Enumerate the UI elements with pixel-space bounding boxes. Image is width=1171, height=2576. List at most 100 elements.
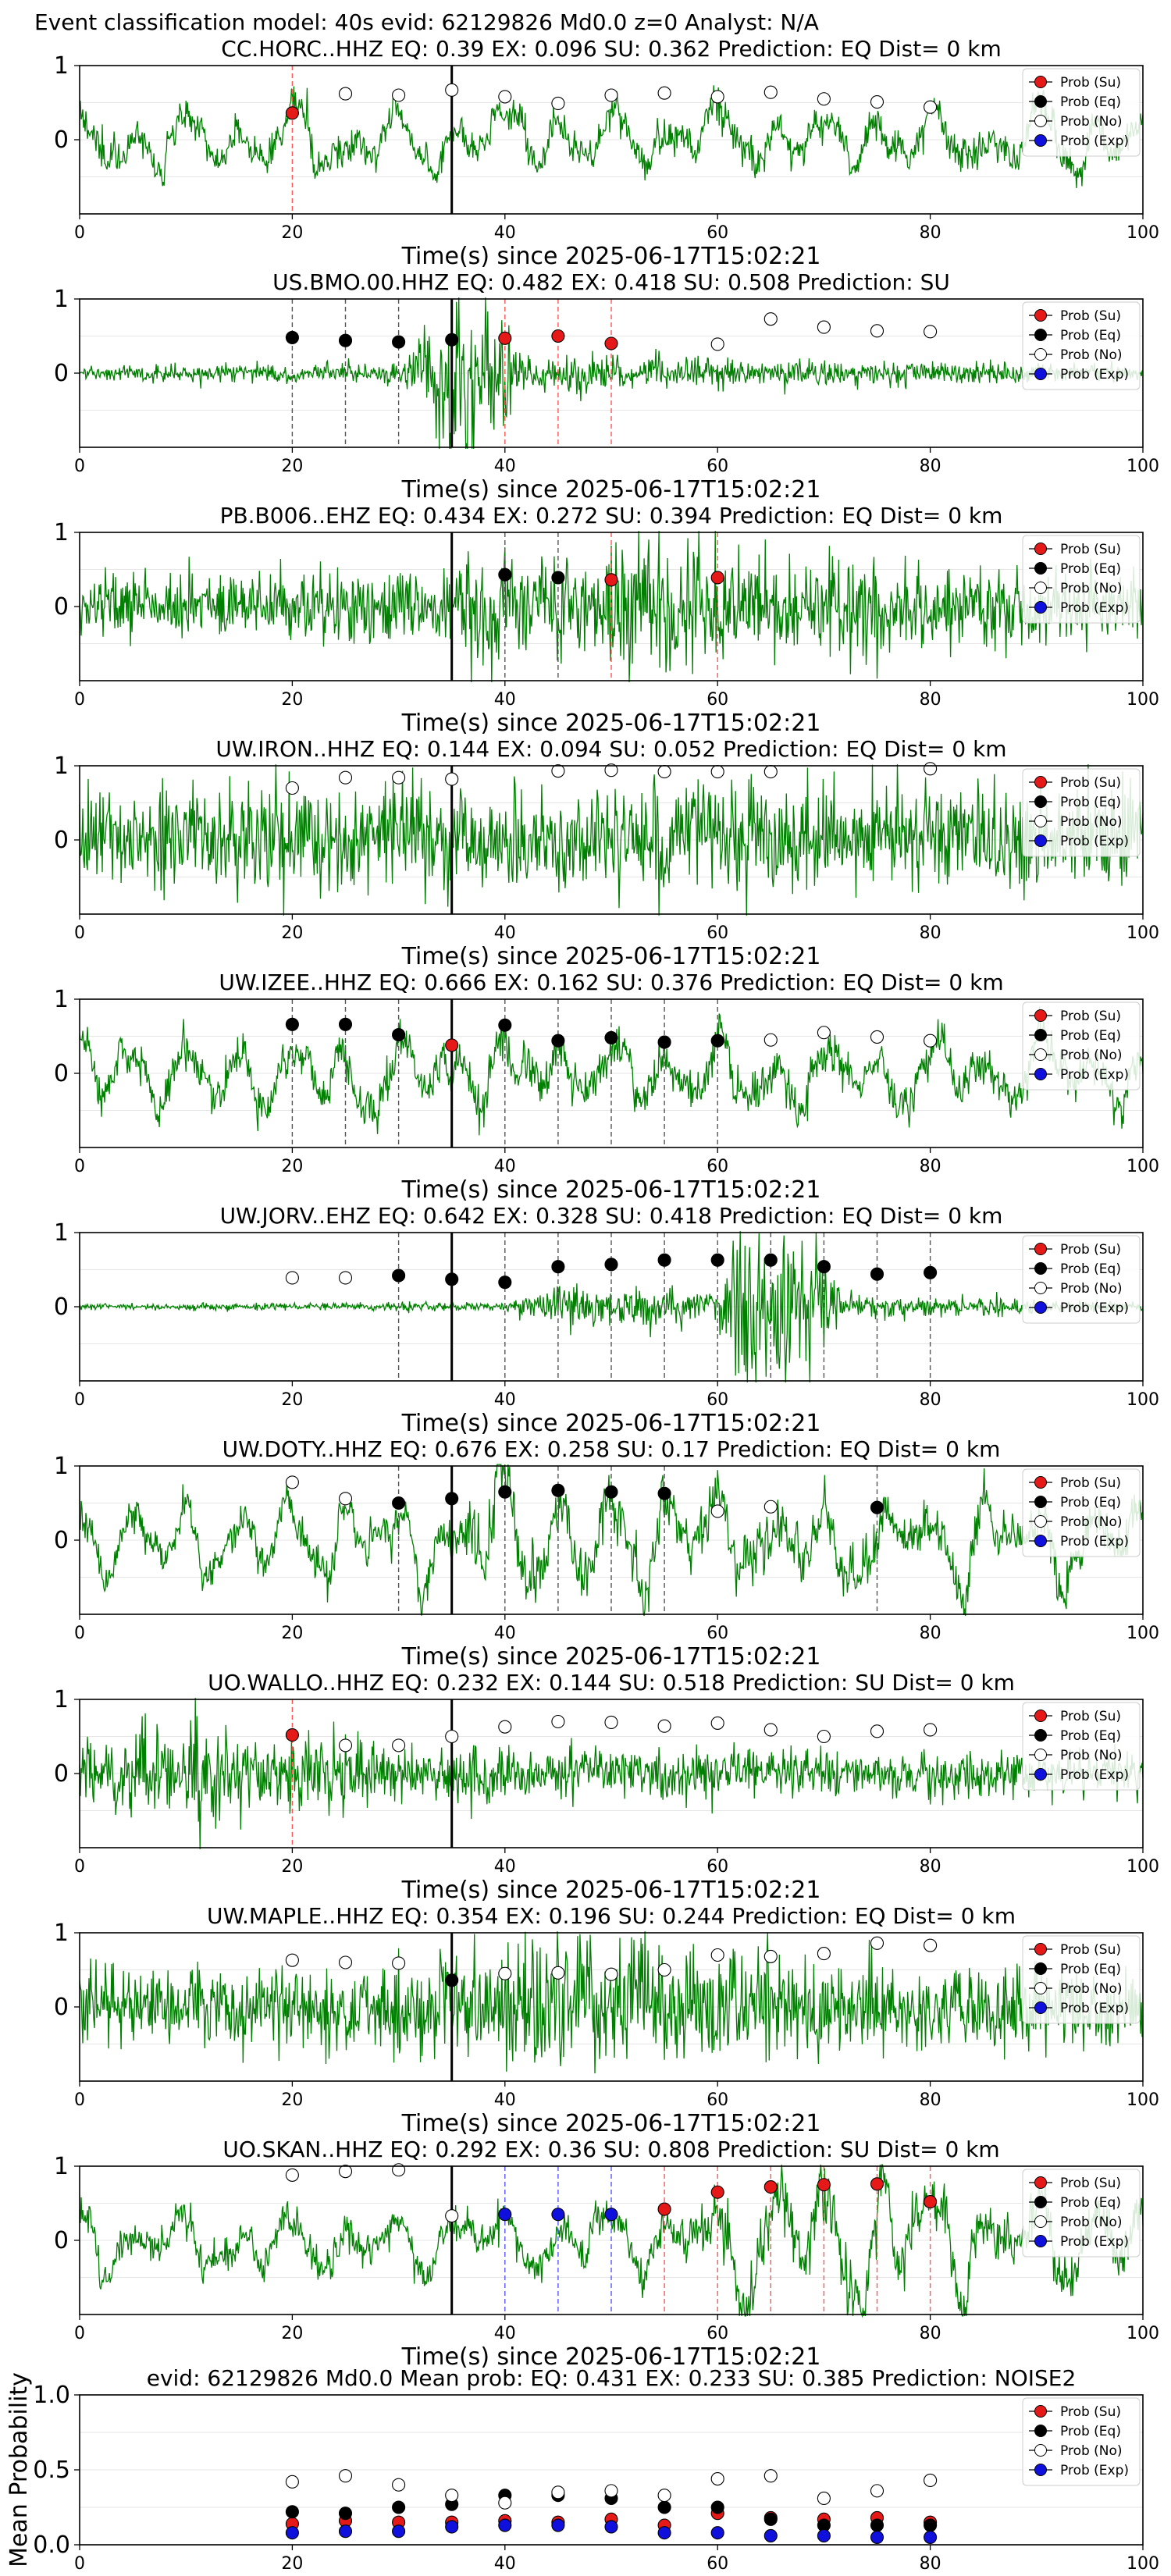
prob-point-no bbox=[763, 1500, 778, 1514]
figure-suptitle: Event classification model: 40s evid: 62… bbox=[34, 9, 819, 35]
prob-point-no bbox=[710, 765, 724, 779]
legend-marker-no bbox=[1034, 1282, 1047, 1294]
x-tick-label: 100 bbox=[1127, 2090, 1159, 2110]
prob-point-su bbox=[445, 1038, 459, 1052]
x-tick-label: 100 bbox=[1127, 223, 1159, 243]
legend-label-no: Prob (No) bbox=[1060, 347, 1123, 363]
legend-marker-eq bbox=[1034, 95, 1047, 108]
x-tick-label: 0 bbox=[74, 1390, 85, 1410]
legend-marker-su bbox=[1034, 1243, 1047, 1255]
legend-marker-eq bbox=[1034, 1029, 1047, 1041]
x-tick-label: 40 bbox=[494, 2090, 516, 2110]
x-tick-label: 0 bbox=[74, 1857, 85, 1877]
x-tick-label: 0 bbox=[74, 457, 85, 476]
prob-point-no bbox=[817, 1026, 831, 1040]
waveform-trace bbox=[79, 764, 1144, 916]
legend-marker-no bbox=[1034, 1048, 1047, 1061]
prob-point-no bbox=[551, 96, 565, 110]
prob-point-eq bbox=[604, 1030, 618, 1044]
legend-marker-exp bbox=[1034, 2464, 1047, 2476]
x-tick-label: 40 bbox=[494, 690, 516, 710]
legend-label-no: Prob (No) bbox=[1060, 1748, 1123, 1763]
mean-prob-point-exp bbox=[285, 2526, 299, 2540]
legend-marker-exp bbox=[1034, 1768, 1047, 1781]
legend-label-eq: Prob (Eq) bbox=[1060, 795, 1121, 810]
legend-label-su: Prob (Su) bbox=[1060, 1009, 1121, 1024]
prob-point-eq bbox=[657, 1486, 671, 1500]
prob-point-eq bbox=[763, 1253, 778, 1267]
prob-point-su bbox=[285, 106, 299, 120]
station-panel: UO.WALLO..HHZ EQ: 0.232 EX: 0.144 SU: 0.… bbox=[54, 1670, 1159, 1904]
x-tick-label: 20 bbox=[281, 1390, 303, 1410]
y-tick-label: 0 bbox=[54, 1760, 69, 1788]
prob-point-eq bbox=[551, 571, 565, 585]
legend-marker-no bbox=[1034, 348, 1047, 361]
x-axis-label: Time(s) since 2025-06-17T15:02:21 bbox=[401, 2343, 821, 2371]
legend-label-no: Prob (No) bbox=[1060, 2443, 1123, 2459]
mean-prob-point-exp bbox=[392, 2524, 406, 2539]
x-tick-label: 100 bbox=[1127, 2324, 1159, 2343]
prob-point-no bbox=[498, 1966, 512, 1980]
x-tick-label: 80 bbox=[920, 457, 941, 476]
legend-marker-su bbox=[1034, 776, 1047, 788]
legend-marker-eq bbox=[1034, 1729, 1047, 1742]
legend-marker-eq bbox=[1034, 329, 1047, 341]
x-tick-label: 60 bbox=[707, 1624, 728, 1643]
y-tick-label: 1 bbox=[54, 286, 69, 313]
x-tick-label: 0 bbox=[74, 2090, 85, 2110]
legend-label-no: Prob (No) bbox=[1060, 1981, 1123, 1997]
prob-point-no bbox=[285, 1953, 299, 1967]
mean-prob-point-eq bbox=[763, 2512, 778, 2526]
prob-point-eq bbox=[498, 568, 512, 582]
legend-label-exp: Prob (Exp) bbox=[1060, 1067, 1129, 1083]
legend-marker-exp bbox=[1034, 368, 1047, 380]
prob-point-no bbox=[604, 1967, 618, 1981]
mean-prob-point-exp bbox=[551, 2518, 565, 2532]
station-panel: CC.HORC..HHZ EQ: 0.39 EX: 0.096 SU: 0.36… bbox=[54, 36, 1159, 270]
mean-prob-point-no bbox=[604, 2484, 618, 2498]
x-tick-label: 100 bbox=[1127, 1624, 1159, 1643]
x-tick-label: 0 bbox=[74, 223, 85, 243]
legend-marker-no bbox=[1034, 1515, 1047, 1528]
mean-prob-point-no bbox=[817, 2491, 831, 2506]
prob-point-no bbox=[604, 88, 618, 102]
prob-point-no bbox=[710, 1504, 724, 1518]
prob-point-exp bbox=[498, 2208, 512, 2222]
x-tick-label: 20 bbox=[281, 2554, 303, 2574]
x-tick-label: 60 bbox=[707, 457, 728, 476]
x-tick-label: 80 bbox=[920, 2324, 941, 2343]
x-axis-label: Time(s) since 2025-06-17T15:02:21 bbox=[401, 243, 821, 270]
legend-marker-su bbox=[1034, 2176, 1047, 2189]
x-tick-label: 100 bbox=[1127, 1390, 1159, 1410]
x-tick-label: 80 bbox=[920, 2090, 941, 2110]
legend-marker-exp bbox=[1034, 2235, 1047, 2247]
legend bbox=[1022, 2169, 1141, 2258]
x-tick-label: 40 bbox=[494, 2324, 516, 2343]
panel-title: UW.JORV..EHZ EQ: 0.642 EX: 0.328 SU: 0.4… bbox=[220, 1203, 1003, 1229]
prob-point-no bbox=[445, 2209, 459, 2223]
prob-point-eq bbox=[710, 1253, 724, 1267]
legend-label-su: Prob (Su) bbox=[1060, 775, 1121, 791]
legend-marker-su bbox=[1034, 543, 1047, 555]
x-axis-label: Time(s) since 2025-06-17T15:02:21 bbox=[401, 1410, 821, 1437]
y-tick-label: 0 bbox=[54, 2227, 69, 2254]
prob-point-su bbox=[285, 1728, 299, 1742]
prob-point-no bbox=[338, 1271, 353, 1285]
mean-prob-point-exp bbox=[870, 2530, 884, 2544]
y-tick-label: 1 bbox=[54, 1453, 69, 1480]
prob-point-su bbox=[924, 2195, 938, 2209]
prob-point-eq bbox=[498, 1018, 512, 1032]
legend-marker-no bbox=[1034, 1982, 1047, 1994]
mean-prob-point-exp bbox=[710, 2526, 724, 2540]
prob-point-eq bbox=[870, 1500, 884, 1514]
legend-marker-no bbox=[1034, 815, 1047, 827]
legend-marker-exp bbox=[1034, 601, 1047, 614]
legend-label-eq: Prob (Eq) bbox=[1060, 1962, 1121, 1977]
station-panel: US.BMO.00.HHZ EQ: 0.482 EX: 0.418 SU: 0.… bbox=[54, 269, 1159, 503]
legend-marker-exp bbox=[1034, 834, 1047, 847]
prob-point-eq bbox=[870, 1267, 884, 1281]
prob-point-no bbox=[763, 312, 778, 326]
y-tick-label: 1 bbox=[54, 2153, 69, 2180]
prob-point-no bbox=[763, 85, 778, 99]
